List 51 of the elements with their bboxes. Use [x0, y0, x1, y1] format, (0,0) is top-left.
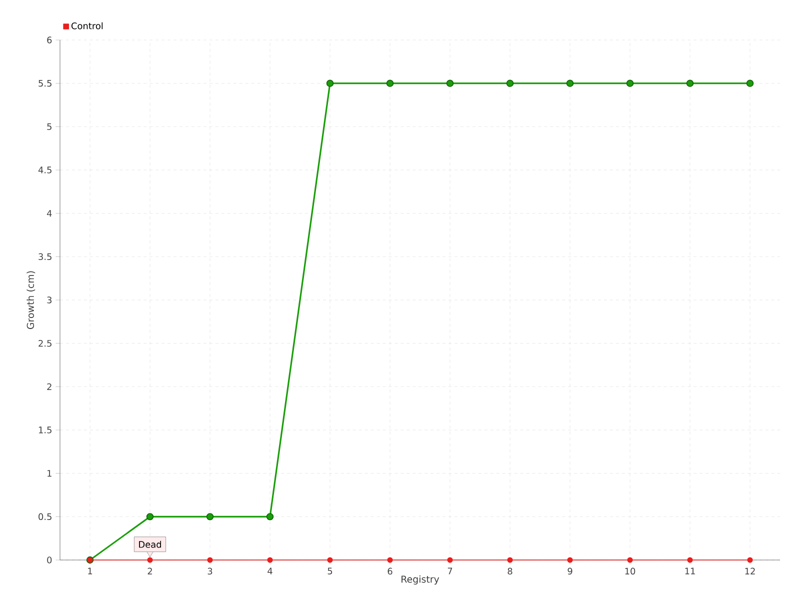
y-tick-label: 3 [47, 296, 52, 304]
x-tick-label: 1 [88, 568, 92, 574]
point [687, 557, 693, 563]
y-tick-label: 2 [47, 383, 52, 390]
y-tick-label: 2.5 [38, 340, 52, 347]
point [147, 557, 153, 563]
legend-label: Control [71, 22, 103, 30]
point [327, 557, 333, 563]
point [206, 513, 214, 520]
point [326, 80, 334, 87]
y-tick-label: 6 [47, 36, 52, 44]
y-tick-label: 0.5 [38, 513, 52, 520]
point [146, 513, 154, 520]
annotation: Dead [139, 540, 161, 548]
x-tick-label: 6 [388, 568, 392, 575]
point [686, 80, 694, 87]
point [386, 80, 394, 87]
point [626, 80, 634, 87]
point [567, 557, 573, 563]
y-tick-label: 1.5 [38, 426, 52, 434]
point [267, 557, 273, 563]
point [207, 557, 213, 563]
x-tick-label: 9 [568, 568, 572, 575]
x-tick-label: 4 [268, 568, 272, 574]
y-tick-label: 3.5 [38, 253, 52, 260]
y-axis-title: Growth (cm) [26, 271, 36, 330]
point [266, 513, 274, 520]
point [747, 557, 753, 563]
x-tick-label: 12 [745, 568, 755, 574]
y-tick-label: 1 [48, 470, 52, 477]
point [746, 80, 754, 87]
point [446, 80, 454, 87]
point [506, 80, 514, 87]
point [566, 80, 574, 87]
point [447, 557, 453, 563]
x-tick-label: 11 [685, 568, 695, 574]
y-tick-label: 5 [47, 123, 52, 130]
point [507, 557, 513, 563]
x-tick-label: 5 [328, 568, 332, 574]
x-tick-label: 3 [208, 568, 212, 575]
y-tick-label: 0 [47, 556, 52, 564]
x-tick-label: 10 [625, 568, 636, 575]
y-tick-label: 5.5 [38, 80, 52, 87]
x-tick-label: 7 [448, 568, 452, 574]
point [627, 557, 633, 563]
point [387, 557, 393, 563]
y-tick-label: 4 [46, 210, 52, 217]
x-tick-label: 8 [508, 568, 512, 575]
y-tick-label: 4.5 [38, 166, 52, 174]
x-tick-label: 2 [148, 568, 152, 574]
x-axis-title: Registry [402, 575, 440, 585]
